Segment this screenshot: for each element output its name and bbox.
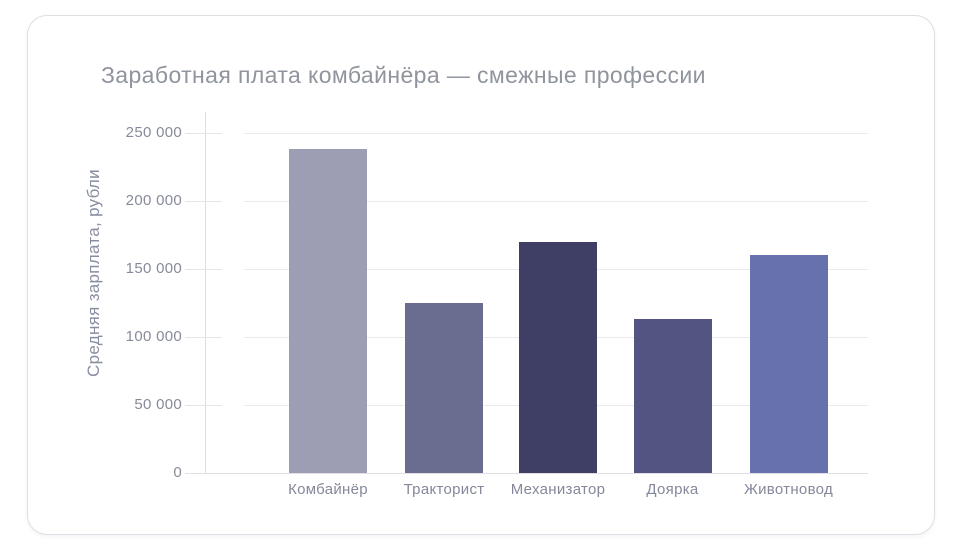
bar-2	[405, 303, 483, 473]
y-tick-label: 250 000	[125, 124, 182, 141]
bar-4	[633, 319, 712, 473]
x-axis-line	[185, 473, 868, 474]
y-tickmark	[185, 269, 222, 270]
x-tick-label: Механизатор	[510, 481, 606, 498]
y-tick-label: 100 000	[125, 328, 182, 345]
chart-title: Заработная плата комбайнёра — смежные пр…	[101, 62, 706, 88]
y-tickmark	[185, 337, 222, 338]
gridline	[244, 201, 868, 202]
y-tickmark	[185, 405, 222, 406]
x-tick-label: Комбайнёр	[288, 481, 368, 498]
x-tick-label: Тракторист	[403, 481, 485, 498]
y-tick-label: 200 000	[125, 192, 182, 209]
y-tickmark	[185, 201, 222, 202]
bar-5	[749, 255, 828, 473]
y-tick-label: 0	[173, 464, 182, 481]
gridline	[244, 133, 868, 134]
bar-1	[289, 149, 367, 473]
x-tick-label: Доярка	[646, 481, 699, 498]
y-tick-label: 150 000	[125, 260, 182, 277]
bar-3	[519, 241, 597, 473]
y-axis-line	[205, 112, 206, 473]
x-tick-label: Животновод	[743, 481, 834, 498]
y-tickmark	[185, 133, 222, 134]
y-tick-label: 50 000	[134, 396, 182, 413]
